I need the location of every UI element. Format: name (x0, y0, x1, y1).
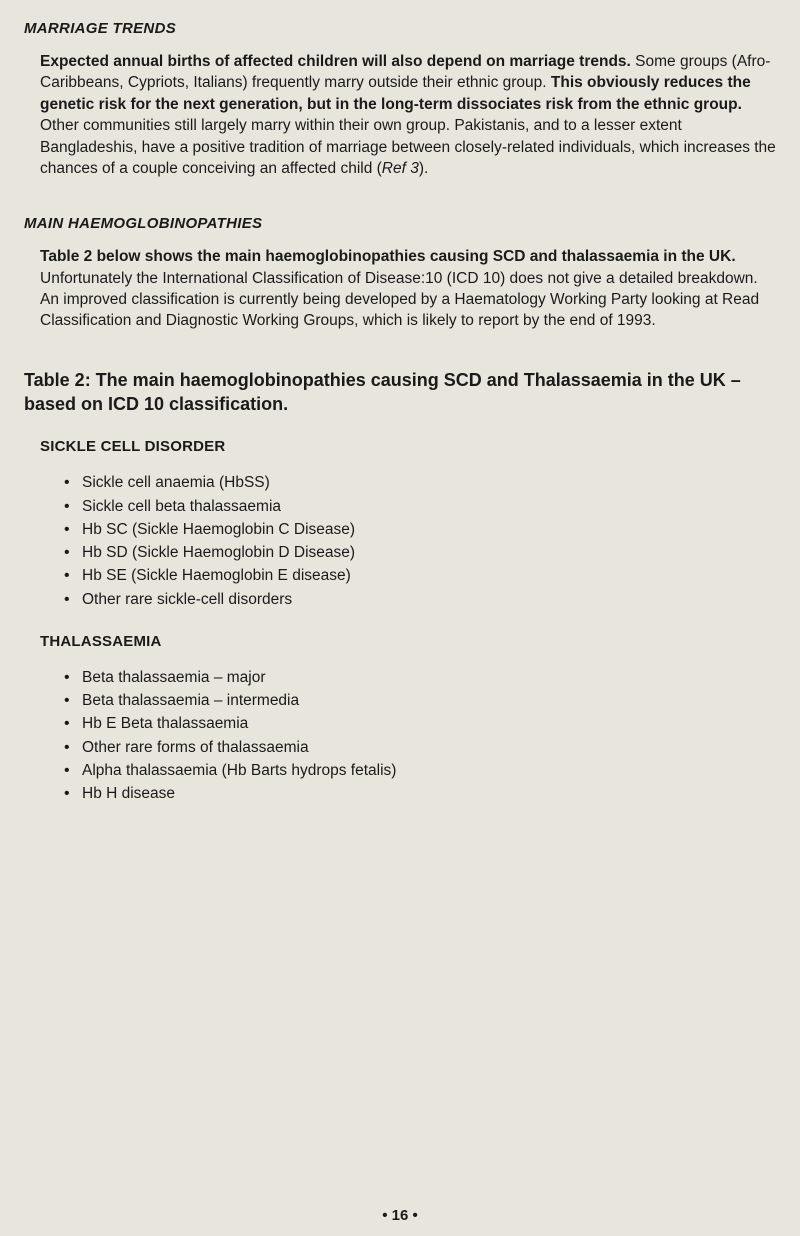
list-item: Hb SD (Sickle Haemoglobin D Disease) (82, 541, 776, 564)
section-marriage-trends: MARRIAGE TRENDS Expected annual births o… (24, 20, 776, 179)
section-heading: MAIN HAEMOGLOBINOPATHIES (24, 215, 776, 232)
section-main-haemoglobinopathies: MAIN HAEMOGLOBINOPATHIES Table 2 below s… (24, 215, 776, 332)
paragraph-marriage-trends: Expected annual births of affected child… (40, 51, 776, 179)
list-item: Beta thalassaemia – intermedia (82, 689, 776, 712)
bullet-list-sickle: Sickle cell anaemia (HbSS) Sickle cell b… (82, 471, 776, 611)
table-title: Table 2: The main haemoglobinopathies ca… (24, 368, 776, 417)
bullet-list-thalassaemia: Beta thalassaemia – major Beta thalassae… (82, 666, 776, 806)
list-item: Hb SC (Sickle Haemoglobin C Disease) (82, 518, 776, 541)
text-bold: Table 2 below shows the main haemoglobin… (40, 248, 736, 265)
list-item: Sickle cell beta thalassaemia (82, 495, 776, 518)
subsection-heading-sickle: SICKLE CELL DISORDER (40, 438, 776, 455)
text-bold: Expected annual births of affected child… (40, 53, 631, 70)
list-item: Alpha thalassaemia (Hb Barts hydrops fet… (82, 759, 776, 782)
list-item: Sickle cell anaemia (HbSS) (82, 471, 776, 494)
list-item: Beta thalassaemia – major (82, 666, 776, 689)
list-item: Hb SE (Sickle Haemoglobin E disease) (82, 564, 776, 587)
text-italic: Ref 3 (382, 160, 419, 177)
list-item: Hb E Beta thalassaemia (82, 712, 776, 735)
list-item: Other rare forms of thalassaemia (82, 736, 776, 759)
text: ). (419, 160, 428, 177)
text: Unfortunately the International Classifi… (40, 270, 759, 330)
subsection-heading-thalassaemia: THALASSAEMIA (40, 633, 776, 650)
table-2-block: Table 2: The main haemoglobinopathies ca… (24, 368, 776, 806)
section-heading: MARRIAGE TRENDS (24, 20, 776, 37)
list-item: Other rare sickle-cell disorders (82, 588, 776, 611)
list-item: Hb H disease (82, 782, 776, 805)
paragraph-main-haemo: Table 2 below shows the main haemoglobin… (40, 246, 776, 332)
page-number: • 16 • (0, 1207, 800, 1224)
